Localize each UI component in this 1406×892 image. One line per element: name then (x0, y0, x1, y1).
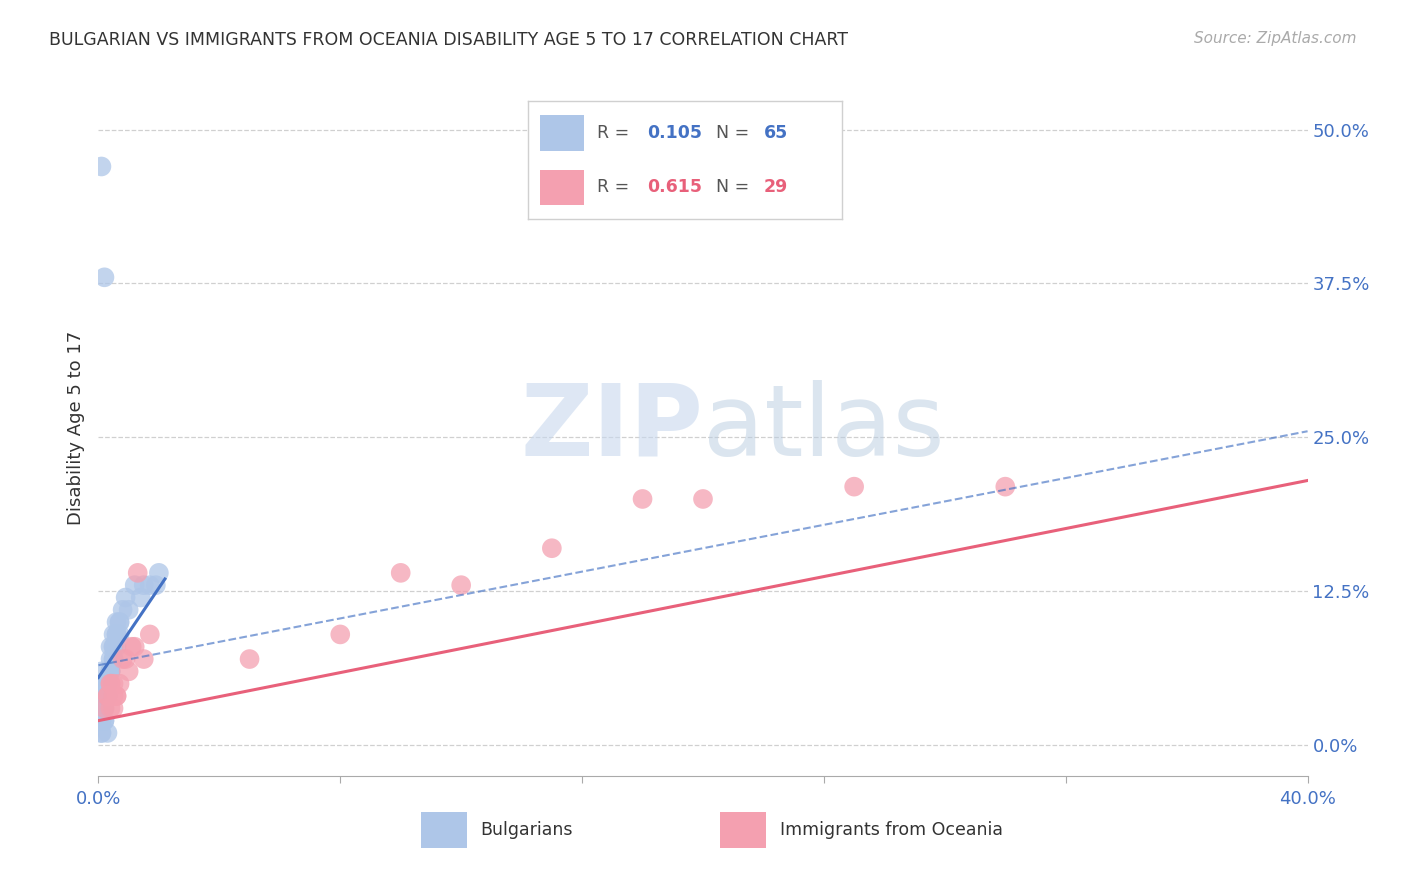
Point (96, 689, 118, 703)
Point (145, 578, 167, 592)
Point (105, 627, 128, 641)
Text: BULGARIAN VS IMMIGRANTS FROM OCEANIA DISABILITY AGE 5 TO 17 CORRELATION CHART: BULGARIAN VS IMMIGRANTS FROM OCEANIA DIS… (49, 31, 848, 49)
Point (100, 640, 122, 654)
Text: atlas: atlas (703, 380, 945, 476)
Point (96, 689, 118, 703)
Point (148, 566, 170, 580)
Point (90, 701, 112, 715)
Point (100, 665, 122, 679)
Point (100, 665, 122, 679)
Point (90, 726, 112, 740)
Point (450, 578, 472, 592)
Point (139, 578, 162, 592)
Point (93, 676, 115, 690)
Point (127, 566, 149, 580)
Point (103, 640, 125, 654)
Point (118, 603, 141, 617)
Point (93, 714, 115, 728)
Point (111, 652, 134, 666)
Point (90, 665, 112, 679)
Point (96, 726, 118, 740)
Point (100, 701, 122, 715)
Point (108, 627, 131, 641)
Point (103, 676, 125, 690)
Point (540, 541, 562, 556)
Point (96, 689, 118, 703)
Point (96, 689, 118, 703)
Point (90, 701, 112, 715)
Point (93, 701, 115, 715)
Point (96, 676, 118, 690)
Point (96, 689, 118, 703)
Point (100, 676, 122, 690)
Point (132, 652, 155, 666)
Point (631, 491, 654, 506)
Point (100, 665, 122, 679)
Point (93, 689, 115, 703)
Point (139, 627, 162, 641)
Point (96, 676, 118, 690)
Point (96, 676, 118, 690)
Point (111, 603, 134, 617)
Point (118, 665, 141, 679)
Point (93, 689, 115, 703)
Point (108, 615, 131, 629)
Point (90, 701, 112, 715)
Point (129, 591, 152, 605)
Point (114, 652, 136, 666)
Point (844, 480, 866, 494)
Point (93, 689, 115, 703)
Point (93, 676, 115, 690)
Point (105, 689, 128, 703)
Point (93, 689, 115, 703)
Point (96, 676, 118, 690)
Point (90, 689, 112, 703)
Point (121, 640, 143, 654)
Point (100, 665, 122, 679)
Point (103, 652, 125, 666)
Point (329, 627, 352, 641)
Point (132, 578, 155, 592)
Point (93, 701, 115, 715)
Point (93, 689, 115, 703)
Point (100, 676, 122, 690)
Point (239, 652, 262, 666)
Point (108, 676, 131, 690)
Point (108, 615, 131, 629)
Point (105, 640, 128, 654)
Point (103, 701, 125, 715)
Point (93, 270, 115, 285)
Point (90, 726, 112, 740)
Y-axis label: Disability Age 5 to 17: Disability Age 5 to 17 (66, 331, 84, 525)
Point (96, 676, 118, 690)
Point (96, 676, 118, 690)
Point (90, 714, 112, 728)
Point (124, 578, 146, 592)
Point (103, 627, 125, 641)
Text: Source: ZipAtlas.com: Source: ZipAtlas.com (1194, 31, 1357, 46)
Point (96, 676, 118, 690)
Point (90, 701, 112, 715)
Point (994, 480, 1017, 494)
Point (692, 491, 714, 506)
Point (90, 160, 112, 174)
Point (100, 652, 122, 666)
Point (103, 640, 125, 654)
Point (389, 566, 412, 580)
Point (103, 689, 125, 703)
Point (90, 714, 112, 728)
Point (93, 676, 115, 690)
Point (103, 652, 125, 666)
Point (114, 591, 136, 605)
Text: ZIP: ZIP (520, 380, 703, 476)
Point (105, 615, 128, 629)
Point (124, 640, 146, 654)
Point (93, 714, 115, 728)
Point (90, 701, 112, 715)
Point (105, 689, 128, 703)
Point (90, 701, 112, 715)
Point (93, 689, 115, 703)
Point (105, 627, 128, 641)
Point (93, 689, 115, 703)
